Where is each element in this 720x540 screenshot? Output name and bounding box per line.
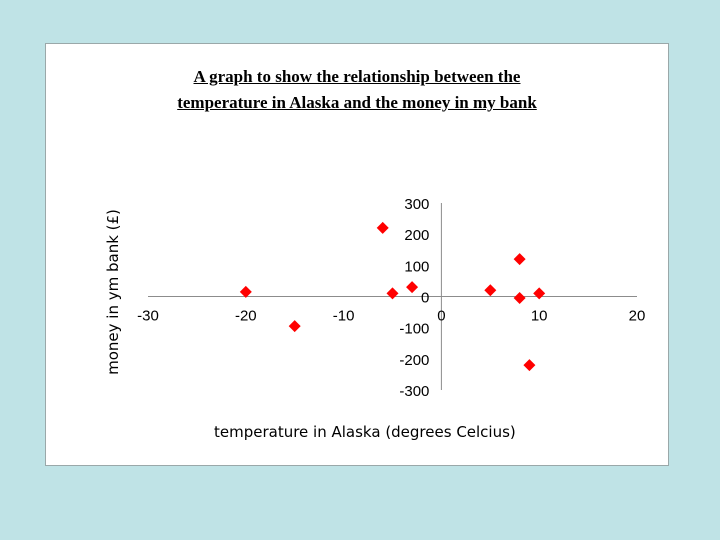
data-point [386, 287, 399, 300]
data-point [513, 253, 526, 266]
x-tick-label: -10 [333, 308, 355, 325]
chart-title-line-2: temperature in Alaska and the money in m… [177, 93, 537, 112]
data-point [239, 285, 252, 298]
x-axis-label: temperature in Alaska (degrees Celcius) [214, 423, 516, 441]
chart-title: A graph to show the relationship between… [46, 64, 668, 116]
chart-panel: A graph to show the relationship between… [45, 43, 669, 466]
y-tick-labels: 300 200 100 0 -100 -200 -300 [399, 196, 429, 400]
data-point [288, 320, 301, 333]
x-tick-label: 10 [531, 308, 548, 325]
data-point [533, 287, 546, 300]
x-tick-labels: -30 -20 -10 0 10 20 [137, 308, 645, 325]
y-tick-label: -200 [399, 352, 429, 369]
y-axis-label: money in ym bank (£) [104, 209, 122, 375]
data-point [484, 284, 497, 297]
data-point [513, 292, 526, 305]
y-tick-label: -300 [399, 383, 429, 400]
y-tick-label: 200 [404, 227, 429, 244]
x-tick-label: 20 [629, 308, 646, 325]
x-tick-label: -20 [235, 308, 257, 325]
data-points [239, 221, 546, 372]
chart-title-line-1: A graph to show the relationship between… [193, 67, 521, 86]
x-tick-label: -30 [137, 308, 159, 325]
data-point [406, 281, 419, 294]
y-tick-label: 100 [404, 258, 429, 275]
y-tick-label: 0 [421, 290, 429, 307]
data-point [523, 359, 536, 372]
y-tick-label: 300 [404, 196, 429, 213]
data-point [376, 221, 389, 234]
y-tick-label: -100 [399, 321, 429, 338]
x-tick-label: 0 [437, 308, 445, 325]
